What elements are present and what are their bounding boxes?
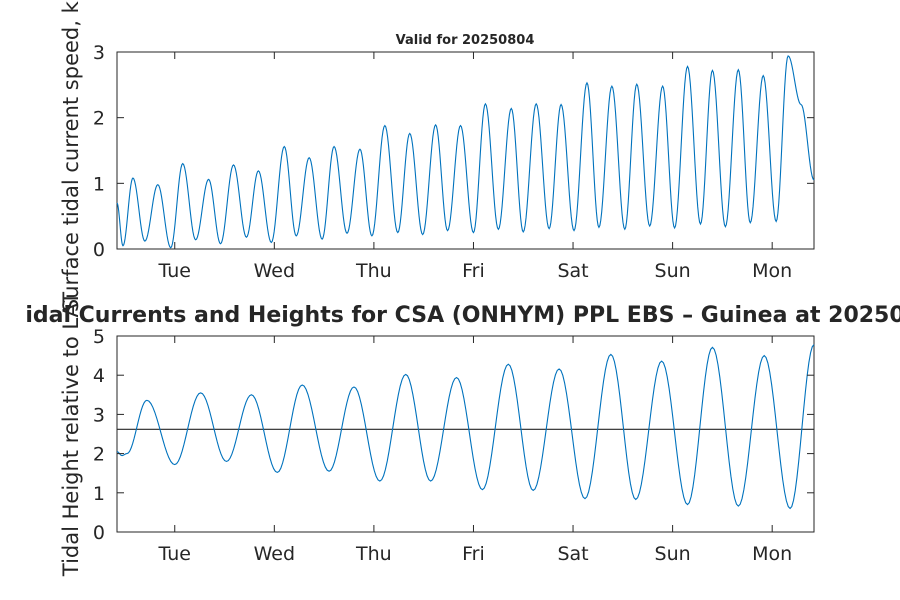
current-speed-ytick-label: 2	[93, 108, 105, 130]
tidal-height-ytick-label: 2	[93, 444, 105, 466]
tidal-height-xtick-label: Tue	[158, 543, 191, 565]
current-speed-ticks-layer: Tue Wed Thu Fri Sat Sun Mon 0 1 2 3	[93, 42, 814, 282]
current-speed-xtick-label: Sat	[557, 260, 588, 282]
tidal-height-series-layer	[116, 344, 815, 510]
tidal-height-xtick-label: Sun	[655, 543, 691, 565]
current-speed-title: Valid for 20250804	[396, 33, 535, 48]
tidal-height-ytick-label: 3	[93, 404, 105, 426]
tidal-height-ytick-label: 4	[93, 365, 105, 387]
current-speed-ytick-label: 1	[93, 173, 105, 195]
tidal-height-axes: Tue Wed Thu Fri Sat Sun Mon 0 1 2 3 4 5 Tidal Height…	[59, 292, 815, 577]
tidal-height-xtick-label: Sat	[557, 543, 588, 565]
tidal-height-xtick-label: Wed	[254, 543, 295, 565]
tidal-height-plot-area	[116, 335, 815, 533]
tidal-height-ytick-label: 5	[93, 326, 105, 348]
tidal-height-xtick-label: Fri	[462, 543, 485, 565]
current-speed-xtick-label: Tue	[158, 260, 191, 282]
current-speed-series-layer	[116, 55, 815, 249]
current-speed-xtick-label: Wed	[254, 260, 295, 282]
current-speed-series-line-0	[116, 55, 815, 249]
current-speed-xtick-label: Sun	[655, 260, 691, 282]
current-speed-xtick-label: Fri	[462, 260, 485, 282]
current-speed-plot-area	[116, 51, 815, 250]
tidal-height-xtick-label: Mon	[752, 543, 792, 565]
tidal-height-ticks-layer: Tue Wed Thu Fri Sat Sun Mon 0 1 2 3 4 5	[93, 326, 814, 565]
tidal-height-ylabel: Tidal Height relative to LAT	[59, 292, 83, 577]
current-speed-axes: Tue Wed Thu Fri Sat Sun Mon 0 1 2 3 Valid for 2025…	[59, 0, 815, 312]
figure-main-title: idal Currents and Heights for CSA (ONHYM…	[25, 303, 900, 328]
current-speed-xtick-label: Mon	[752, 260, 792, 282]
tidal-height-xtick-label: Thu	[355, 543, 392, 565]
current-speed-xtick-label: Thu	[355, 260, 392, 282]
tidal-height-ytick-label: 1	[93, 483, 105, 505]
tidal-height-ytick-label: 0	[93, 522, 105, 544]
tidal-height-series-line-0	[116, 344, 815, 510]
current-speed-ytick-label: 3	[93, 42, 105, 64]
current-speed-ytick-label: 0	[93, 239, 105, 261]
current-speed-ylabel: Surface tidal current speed, kn	[59, 0, 83, 312]
